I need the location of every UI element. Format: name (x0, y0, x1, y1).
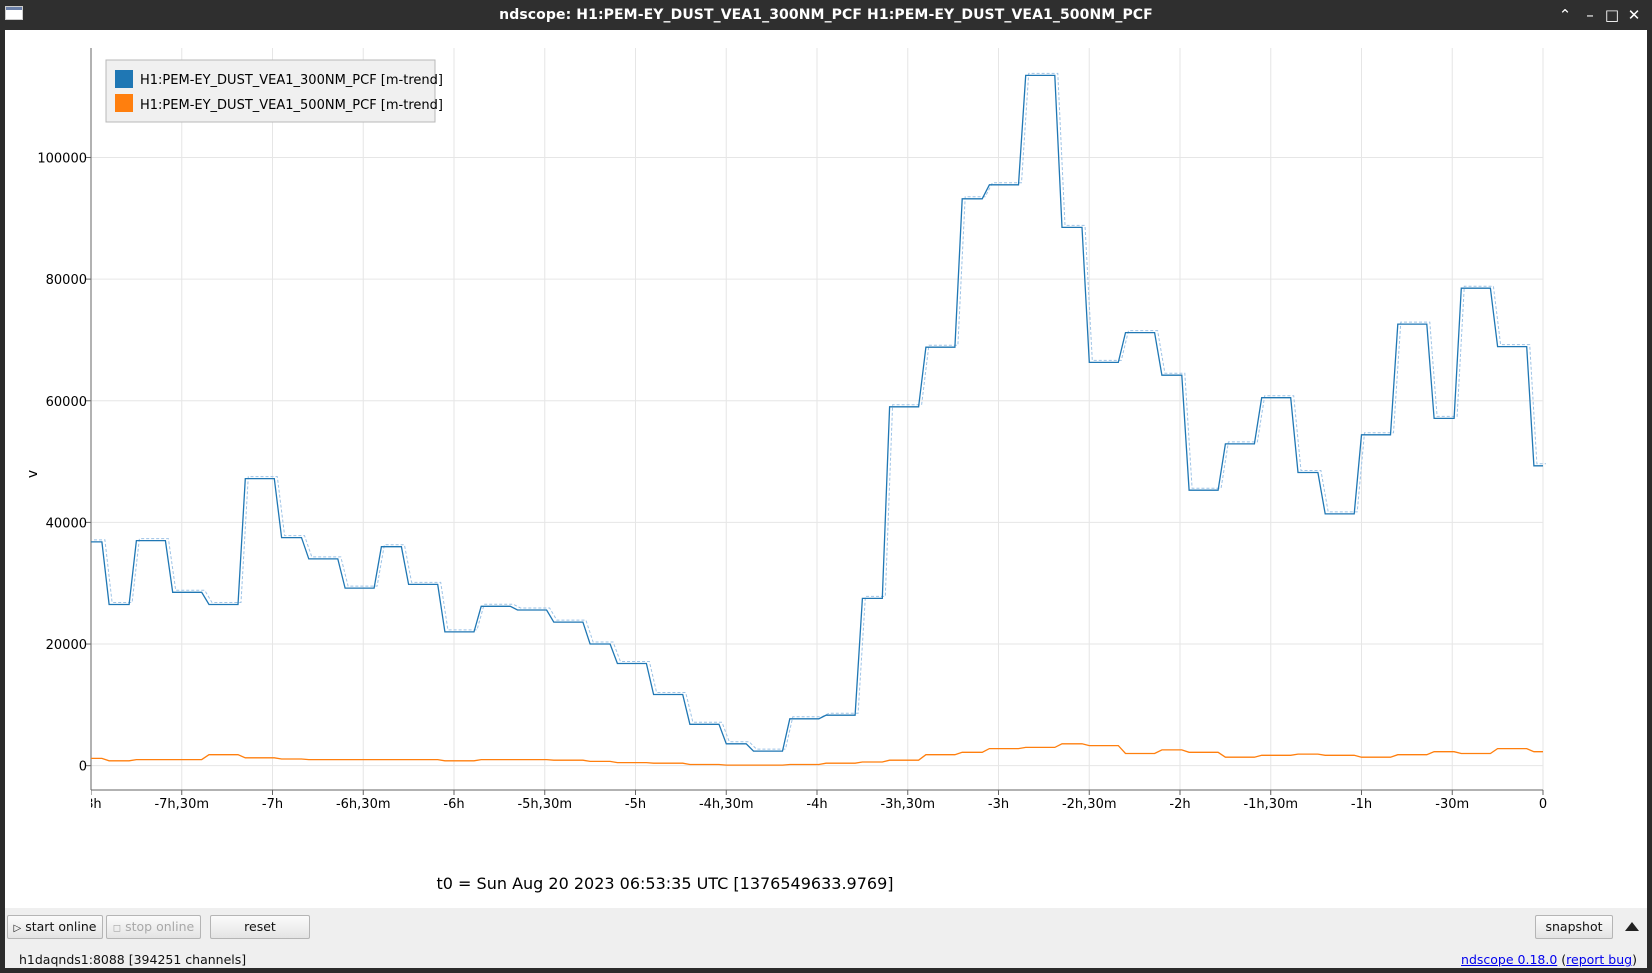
grid (90, 48, 1544, 790)
y-axis: 0 20000 40000 60000 80000 100000 (37, 48, 92, 790)
trend-plot[interactable]: 0 20000 40000 60000 80000 100000 -8h -7h,30m -7… (5, 30, 1647, 910)
y-tick-label: 100000 (37, 151, 87, 166)
series-envelope-300nm (94, 72, 1546, 750)
x-tick-label: -1h (1351, 797, 1372, 812)
snapshot-button[interactable]: snapshot (1535, 915, 1613, 939)
version-info: ndscope 0.18.0 (report bug) (1461, 952, 1637, 967)
main-window: 0 20000 40000 60000 80000 100000 -8h -7h,30m -7… (5, 30, 1647, 968)
x-axis: -8h -7h,30m -7h -6h,30m -6h -5h,30m -5h -4h,30m… (80, 789, 1547, 812)
t0-label: t0 = Sun Aug 20 2023 06:53:35 UTC [13765… (437, 874, 894, 893)
stop-online-button[interactable]: ◻ stop online (106, 915, 201, 939)
maximize-button[interactable]: □ (1604, 6, 1620, 24)
x-tick-label: -3h,30m (880, 797, 935, 812)
legend-swatch-300nm (115, 70, 133, 88)
legend-swatch-500nm (115, 94, 133, 112)
bottom-toolbar: ▷ start online ◻ stop online reset snapsho… (5, 908, 1647, 968)
x-tick-label: -1h,30m (1243, 797, 1298, 812)
x-tick-label: -30m (1435, 797, 1469, 812)
series-line-500nm (91, 743, 1543, 766)
y-axis-label: v (25, 470, 41, 478)
legend-box (105, 59, 436, 123)
play-icon: ▷ (13, 923, 22, 934)
x-tick-label: -6h,30m (336, 797, 391, 812)
legend[interactable]: H1:PEM-EY_DUST_VEA1_300NM_PCF [m-trend] … (105, 59, 443, 123)
x-tick-label: -3h (988, 797, 1009, 812)
x-tick-label: -2h,30m (1062, 797, 1117, 812)
nds-status: h1daqnds1:8088 [394251 channels] (19, 952, 247, 967)
x-tick-label: -8h (80, 797, 101, 812)
x-tick-label: -2h (1169, 797, 1190, 812)
plot-area[interactable]: 0 20000 40000 60000 80000 100000 -8h -7h,30m -7… (5, 30, 1647, 910)
series-lines (91, 72, 1546, 766)
reset-button[interactable]: reset (210, 915, 310, 939)
title-bar: ndscope: H1:PEM-EY_DUST_VEA1_300NM_PCF H… (0, 0, 1652, 30)
x-tick-label: -4h (806, 797, 827, 812)
window-title: ndscope: H1:PEM-EY_DUST_VEA1_300NM_PCF H… (499, 7, 1153, 23)
y-tick-label: 20000 (46, 638, 87, 653)
window-menu-icon[interactable] (5, 6, 23, 20)
x-tick-label: -5h (625, 797, 646, 812)
x-tick-label: -5h,30m (517, 797, 572, 812)
y-tick-label: 80000 (46, 273, 87, 288)
x-tick-label: -4h,30m (699, 797, 754, 812)
x-tick-label: -7h,30m (154, 797, 209, 812)
report-bug-link[interactable]: report bug (1566, 952, 1633, 967)
x-tick-label: -7h (262, 797, 283, 812)
x-tick-label: 0 (1539, 797, 1547, 812)
stop-icon: ◻ (112, 923, 122, 934)
y-tick-label: 0 (79, 760, 87, 775)
y-tick-label: 40000 (46, 516, 87, 531)
x-tick-label: -6h (443, 797, 464, 812)
legend-label-500nm: H1:PEM-EY_DUST_VEA1_500NM_PCF [m-trend] (140, 98, 443, 113)
start-online-button[interactable]: ▷ start online (7, 915, 103, 939)
close-button[interactable]: ✕ (1627, 6, 1641, 24)
minimize-button[interactable]: – (1586, 6, 1594, 24)
version-link[interactable]: ndscope 0.18.0 (1461, 952, 1558, 967)
shade-button[interactable]: ⌃ (1558, 6, 1572, 24)
series-line-300nm (91, 74, 1543, 752)
expand-panel-icon[interactable] (1625, 922, 1639, 931)
legend-label-300nm: H1:PEM-EY_DUST_VEA1_300NM_PCF [m-trend] (140, 73, 443, 88)
y-tick-label: 60000 (46, 395, 87, 410)
